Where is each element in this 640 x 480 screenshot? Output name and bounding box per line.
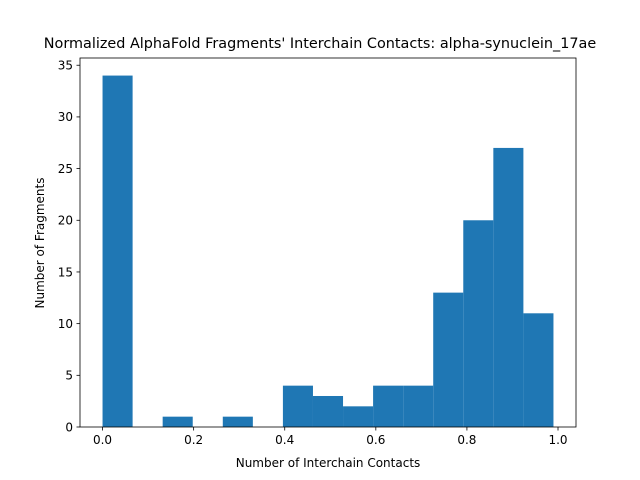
histogram-bar	[433, 292, 464, 427]
histogram-bar	[222, 416, 253, 427]
histogram-bar	[403, 385, 434, 427]
chart-title: Normalized AlphaFold Fragments' Intercha…	[44, 36, 597, 52]
y-tick-label: 5	[65, 369, 73, 383]
histogram-bar	[102, 75, 133, 428]
histogram-bar	[373, 385, 404, 427]
y-tick-label: 25	[58, 162, 73, 176]
histogram-bar	[463, 220, 494, 427]
axes-frame	[79, 57, 577, 428]
y-tick-label: 15	[58, 265, 73, 279]
y-tick-label: 30	[58, 110, 73, 124]
x-tick-label: 0.8	[457, 433, 476, 447]
y-axis-ticks: 0 5 10 15 20 25 30 35	[58, 59, 80, 434]
y-tick-label: 35	[58, 59, 73, 73]
histogram-bar	[282, 385, 313, 427]
histogram-bar	[493, 147, 524, 427]
y-axis-label: Number of Fragments	[33, 178, 47, 309]
x-tick-label: 0.4	[275, 433, 294, 447]
histogram-bar	[523, 313, 554, 427]
x-tick-label: 0.2	[184, 433, 203, 447]
x-tick-label: 0.6	[366, 433, 385, 447]
histogram-bars	[102, 75, 554, 428]
histogram-bar	[162, 416, 193, 427]
y-tick-label: 10	[58, 317, 73, 331]
y-tick-label: 0	[65, 420, 73, 434]
x-axis-ticks: 0.0 0.2 0.4 0.6 0.8 1.0	[93, 427, 568, 447]
x-axis-label: Number of Interchain Contacts	[236, 456, 421, 470]
histogram-bar	[312, 395, 344, 427]
x-tick-label: 0.0	[93, 433, 112, 447]
x-tick-label: 1.0	[548, 433, 567, 447]
histogram-bar	[343, 406, 374, 427]
y-tick-label: 20	[58, 214, 73, 228]
